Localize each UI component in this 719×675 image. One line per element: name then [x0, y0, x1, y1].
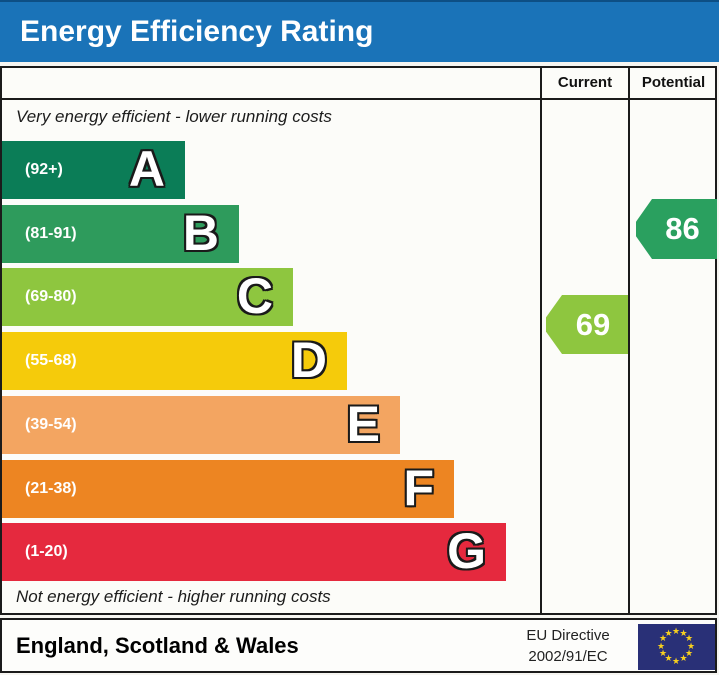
column-header-potential: Potential [641, 73, 706, 91]
eu-flag-star: ★ [679, 627, 688, 638]
band-range-label: (1-20) [25, 543, 68, 560]
band-letter: A [128, 141, 165, 197]
band-E: (39-54) E [2, 396, 400, 454]
band-letter: F [403, 460, 434, 516]
potential-rating-arrow: 86 [636, 199, 717, 259]
band-range-label: (81-91) [25, 225, 77, 242]
current-rating-arrow: 69 [546, 295, 628, 354]
band-C: (69-80) C [2, 268, 293, 326]
band-B: (81-91) B [2, 205, 239, 263]
column-divider-potential [628, 66, 630, 615]
band-letter: C [236, 268, 273, 324]
eu-flag-star: ★ [659, 648, 668, 658]
band-letter: E [346, 396, 380, 452]
potential-rating-value: 86 [665, 211, 700, 246]
eu-flag-star: ★ [672, 625, 681, 636]
band-D: (55-68) D [2, 332, 347, 390]
eu-flag-star: ★ [672, 655, 681, 666]
band-range-label: (69-80) [25, 288, 77, 305]
header-row-divider [0, 98, 717, 100]
band-letter: D [290, 332, 327, 388]
band-range-label: (39-54) [25, 416, 77, 433]
bottom-note: Not energy efficient - higher running co… [16, 587, 331, 606]
band-letter: G [447, 523, 486, 579]
eu-flag-star: ★ [659, 633, 668, 643]
footer-bar: England, Scotland & Wales EU Directive 2… [0, 618, 717, 673]
band-range-label: (21-38) [25, 480, 77, 497]
title-bar: Energy Efficiency Rating [0, 0, 719, 62]
eu-flag-star: ★ [684, 648, 694, 658]
band-F: (21-38) F [2, 460, 454, 518]
column-divider-current [540, 66, 542, 615]
column-header-current: Current [557, 73, 613, 91]
eu-flag-star: ★ [684, 633, 694, 643]
region-label: England, Scotland & Wales [16, 632, 299, 658]
eu-flag-icon: ★ ★ ★ ★ ★ ★ ★ ★ ★ ★ ★ ★ [638, 624, 715, 670]
band-range-label: (92+) [25, 161, 63, 178]
eu-directive-line1: EU Directive [526, 626, 610, 644]
band-letter: B [182, 205, 219, 261]
eu-directive-line2: 2002/91/EC [528, 647, 608, 665]
eu-flag-star: ★ [687, 640, 696, 651]
eu-flag-star: ★ [679, 653, 688, 664]
band-range-label: (55-68) [25, 352, 77, 369]
current-rating-value: 69 [575, 306, 611, 342]
page-title: Energy Efficiency Rating [20, 15, 374, 48]
eu-directive-label: EU Directive 2002/91/EC [507, 625, 629, 667]
band-G: (1-20) G [2, 523, 506, 581]
eu-flag-star: ★ [657, 640, 666, 651]
band-A: (92+) A [2, 141, 185, 199]
top-note: Very energy efficient - lower running co… [16, 107, 332, 126]
eu-flag-star: ★ [664, 627, 673, 638]
eu-flag-star: ★ [664, 653, 673, 664]
